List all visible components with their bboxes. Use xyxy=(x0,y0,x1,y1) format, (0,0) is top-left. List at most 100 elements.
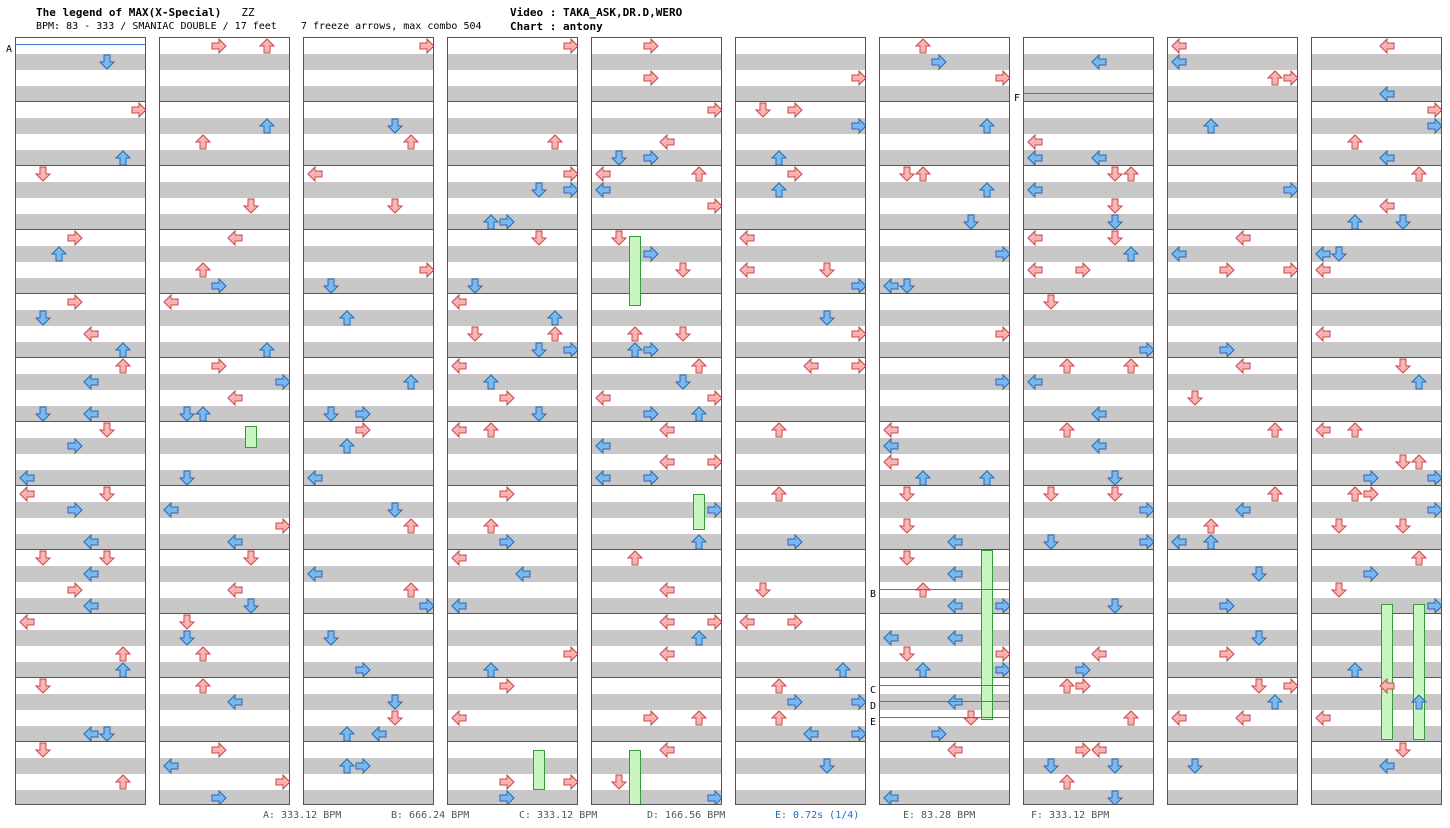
right-arrow-icon xyxy=(707,454,721,470)
up-arrow-icon xyxy=(403,134,419,150)
up-arrow-icon xyxy=(1203,518,1219,534)
up-arrow-icon xyxy=(979,182,995,198)
right-arrow-icon xyxy=(995,326,1009,342)
left-arrow-icon xyxy=(163,758,179,774)
right-arrow-icon xyxy=(1283,678,1297,694)
measure-line xyxy=(880,101,1009,102)
footer-label-c: C: 333.12 BPM xyxy=(519,810,598,821)
down-arrow-icon xyxy=(179,470,195,486)
right-arrow-icon xyxy=(643,406,659,422)
freeze-arrow-icon xyxy=(629,750,641,804)
left-arrow-icon xyxy=(883,422,899,438)
measure-line xyxy=(160,549,289,550)
down-arrow-icon xyxy=(675,262,691,278)
footer-label-e-stop: E: 0.72s (1/4) xyxy=(775,810,860,821)
right-arrow-icon xyxy=(931,726,947,742)
down-arrow-icon xyxy=(755,102,771,118)
measure-line xyxy=(736,485,865,486)
up-arrow-icon xyxy=(259,38,275,54)
down-arrow-icon xyxy=(99,726,115,742)
left-arrow-icon xyxy=(883,790,899,804)
measure-line xyxy=(1312,229,1441,230)
right-arrow-icon xyxy=(355,422,371,438)
right-arrow-icon xyxy=(563,646,577,662)
left-arrow-icon xyxy=(1379,38,1395,54)
left-arrow-icon xyxy=(1235,358,1251,374)
speed-marker-line xyxy=(879,701,1010,702)
left-arrow-icon xyxy=(595,470,611,486)
down-arrow-icon xyxy=(179,614,195,630)
up-arrow-icon xyxy=(51,246,67,262)
right-arrow-icon xyxy=(211,742,227,758)
chart-info: BPM: 83 - 333 / SMANIAC DOUBLE / 17 feet… xyxy=(36,20,482,33)
left-arrow-icon xyxy=(227,582,243,598)
right-arrow-icon xyxy=(995,374,1009,390)
left-arrow-icon xyxy=(947,598,963,614)
right-arrow-icon xyxy=(707,390,721,406)
left-arrow-icon xyxy=(1379,86,1395,102)
down-arrow-icon xyxy=(611,774,627,790)
up-arrow-icon xyxy=(339,438,355,454)
up-arrow-icon xyxy=(339,310,355,326)
left-arrow-icon xyxy=(1171,534,1187,550)
right-arrow-icon xyxy=(67,230,83,246)
speed-marker-label: B xyxy=(870,589,877,600)
down-arrow-icon xyxy=(1395,742,1411,758)
down-arrow-icon xyxy=(675,374,691,390)
down-arrow-icon xyxy=(611,150,627,166)
chart-column xyxy=(1311,37,1442,805)
up-arrow-icon xyxy=(403,582,419,598)
up-arrow-icon xyxy=(195,646,211,662)
right-arrow-icon xyxy=(707,614,721,630)
measure-line xyxy=(592,293,721,294)
measure-line xyxy=(1168,485,1297,486)
right-arrow-icon xyxy=(643,38,659,54)
left-arrow-icon xyxy=(659,582,675,598)
right-arrow-icon xyxy=(1363,470,1379,486)
measure-line xyxy=(16,229,145,230)
measure-line xyxy=(592,229,721,230)
measure-line xyxy=(880,293,1009,294)
down-arrow-icon xyxy=(1107,790,1123,804)
right-arrow-icon xyxy=(499,390,515,406)
down-arrow-icon xyxy=(243,598,259,614)
measure-line xyxy=(304,293,433,294)
left-arrow-icon xyxy=(659,134,675,150)
up-arrow-icon xyxy=(1203,534,1219,550)
chart-column xyxy=(879,37,1010,805)
left-arrow-icon xyxy=(1027,374,1043,390)
left-arrow-icon xyxy=(739,230,755,246)
speed-marker-label: C xyxy=(870,685,877,696)
measure-line xyxy=(1024,165,1153,166)
down-arrow-icon xyxy=(35,406,51,422)
measure-line xyxy=(160,229,289,230)
up-arrow-icon xyxy=(1267,486,1283,502)
up-arrow-icon xyxy=(691,534,707,550)
measure-line xyxy=(160,485,289,486)
down-arrow-icon xyxy=(819,262,835,278)
down-arrow-icon xyxy=(899,518,915,534)
right-arrow-icon xyxy=(851,358,865,374)
chart-column xyxy=(15,37,146,805)
measure-line xyxy=(1312,101,1441,102)
right-arrow-icon xyxy=(211,38,227,54)
right-arrow-icon xyxy=(211,790,227,804)
left-arrow-icon xyxy=(1315,326,1331,342)
left-arrow-icon xyxy=(1027,230,1043,246)
right-arrow-icon xyxy=(1427,598,1441,614)
right-arrow-icon xyxy=(643,246,659,262)
left-arrow-icon xyxy=(371,726,387,742)
measure-line xyxy=(592,549,721,550)
song-title-text: The legend of MAX(X-Special) xyxy=(36,6,222,19)
freeze-arrow-icon xyxy=(981,550,993,720)
up-arrow-icon xyxy=(547,134,563,150)
measure-line xyxy=(880,741,1009,742)
up-arrow-icon xyxy=(771,150,787,166)
left-arrow-icon xyxy=(947,566,963,582)
measure-line xyxy=(448,165,577,166)
right-arrow-icon xyxy=(643,470,659,486)
measure-line xyxy=(592,741,721,742)
left-arrow-icon xyxy=(19,470,35,486)
up-arrow-icon xyxy=(1059,358,1075,374)
up-arrow-icon xyxy=(115,358,131,374)
